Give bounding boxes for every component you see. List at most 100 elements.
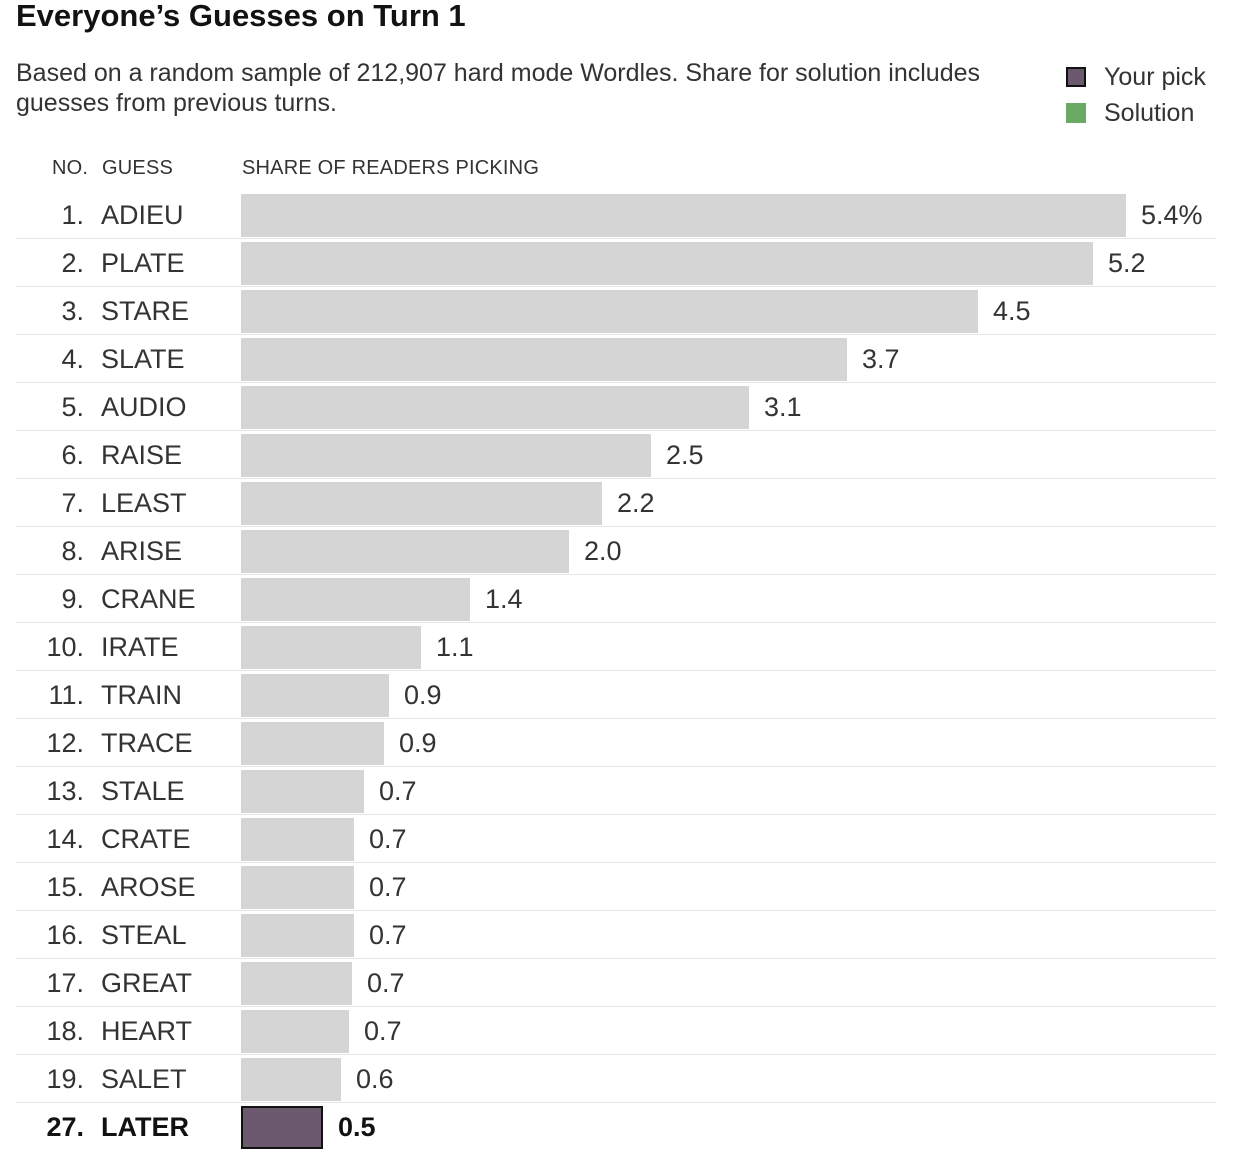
bar [241,434,651,477]
table-row: 1. ADIEU 5.4% [16,191,1216,239]
table-row: 16. STEAL 0.7 [16,911,1216,959]
table-row: 2. PLATE 5.2 [16,239,1216,287]
rank-label: 12. [46,728,84,758]
bar [241,866,354,909]
value-label: 3.1 [764,392,802,422]
value-label: 1.4 [485,584,523,614]
guess-word: STEAL [101,920,187,950]
table-row: 12. TRACE 0.9 [16,719,1216,767]
legend: Your pick Solution [1066,60,1206,132]
guess-word: AROSE [101,872,196,902]
table-row: 4. SLATE 3.7 [16,335,1216,383]
guess-word: LATER [101,1112,189,1142]
guess-word: PLATE [101,248,185,278]
table-row: 7. LEAST 2.2 [16,479,1216,527]
bar [241,242,1093,285]
bar [241,770,364,813]
table-row: 18. HEART 0.7 [16,1007,1216,1055]
bar [241,386,749,429]
bar [241,1058,341,1101]
rank-label: 4. [61,344,84,374]
rank-label: 5. [61,392,84,422]
table-row: 14. CRATE 0.7 [16,815,1216,863]
rank-label: 19. [46,1064,84,1094]
value-label: 2.0 [584,536,622,566]
chart-title: Everyone’s Guesses on Turn 1 [16,0,466,33]
value-label: 0.5 [338,1112,376,1142]
rank-label: 27. [46,1112,84,1142]
guess-word: RAISE [101,440,183,470]
bar [241,962,352,1005]
rank-label: 9. [61,584,84,614]
bar [241,290,978,333]
value-label: 0.7 [369,824,407,854]
value-label: 0.7 [367,968,405,998]
rank-label: 7. [61,488,84,518]
bar [241,1106,323,1149]
legend-swatch-solution [1066,103,1086,123]
column-header-guess: GUESS [102,157,174,179]
guess-word: LEAST [101,488,187,518]
legend-swatch-your-pick [1066,67,1086,87]
legend-item-solution: Solution [1066,96,1206,130]
value-label: 2.5 [666,440,704,470]
value-label: 0.9 [399,728,437,758]
rank-label: 14. [46,824,84,854]
bar [241,674,389,717]
value-label: 0.7 [369,920,407,950]
rank-label: 15. [46,872,84,902]
rank-label: 3. [61,296,84,326]
guess-word: TRACE [101,728,193,758]
value-label: 2.2 [617,488,655,518]
value-label: 3.7 [862,344,900,374]
table-row: 13. STALE 0.7 [16,767,1216,815]
bar [241,578,470,621]
guess-word: SALET [101,1064,187,1094]
column-header-share: SHARE OF READERS PICKING [242,157,540,179]
value-label: 1.1 [436,632,474,662]
value-label: 5.4% [1141,200,1203,230]
rank-label: 10. [46,632,84,662]
table-row-your-pick: 27. LATER 0.5 [16,1103,1216,1150]
rank-label: 17. [46,968,84,998]
value-label: 0.7 [364,1016,402,1046]
value-label: 0.7 [379,776,417,806]
bar [241,1010,349,1053]
bar [241,914,354,957]
guess-word: STALE [101,776,185,806]
rank-label: 11. [48,680,84,710]
table-row: 8. ARISE 2.0 [16,527,1216,575]
legend-item-your-pick: Your pick [1066,60,1206,94]
value-label: 4.5 [993,296,1031,326]
bar [241,482,602,525]
guess-word: CRATE [101,824,191,854]
guess-word: AUDIO [101,392,187,422]
guess-word: SLATE [101,344,185,374]
table-row: 19. SALET 0.6 [16,1055,1216,1103]
bar [241,194,1126,237]
table-row: 11. TRAIN 0.9 [16,671,1216,719]
rank-label: 1. [61,200,84,230]
value-label: 0.6 [356,1064,394,1094]
guess-word: CRANE [101,584,196,614]
legend-label-solution: Solution [1104,98,1195,127]
rank-label: 13. [46,776,84,806]
column-header-no: NO. [52,157,89,179]
guess-word: GREAT [101,968,193,998]
table-row: 10. IRATE 1.1 [16,623,1216,671]
rank-label: 8. [61,536,84,566]
value-label: 0.9 [404,680,442,710]
bar [241,626,421,669]
guess-word: IRATE [101,632,179,662]
guess-word: STARE [101,296,190,326]
value-label: 5.2 [1108,248,1146,278]
rank-label: 16. [46,920,84,950]
bar-chart: 1. ADIEU 5.4% 2. PLATE 5.2 3. STARE 4.5 4. SLATE 3.… [16,191,1216,1150]
value-label: 0.7 [369,872,407,902]
table-row: 5. AUDIO 3.1 [16,383,1216,431]
table-row: 6. RAISE 2.5 [16,431,1216,479]
bar [241,818,354,861]
legend-label-your-pick: Your pick [1104,62,1206,91]
bar [241,338,847,381]
guess-word: TRAIN [101,680,182,710]
